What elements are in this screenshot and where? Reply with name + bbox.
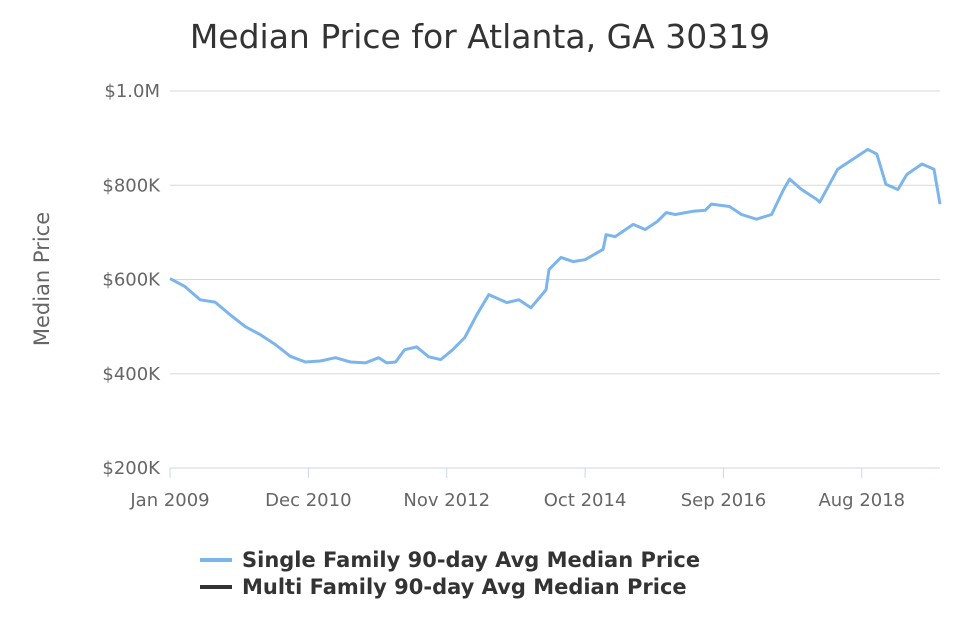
y-tick-label: $600K [102, 270, 161, 291]
y-tick-label: $400K [102, 364, 161, 385]
y-tick-label: $1.0M [104, 81, 160, 102]
x-tick-label: Jan 2009 [129, 490, 209, 511]
y-tick-label: $800K [102, 175, 161, 196]
chart-title: Median Price for Atlanta, GA 30319 [190, 17, 770, 56]
x-tick-label: Dec 2010 [265, 490, 351, 511]
x-tick-label: Oct 2014 [544, 490, 627, 511]
y-axis-label: Median Price [30, 212, 54, 346]
legend-label-1: Multi Family 90-day Avg Median Price [242, 575, 687, 599]
x-tick-label: Sep 2016 [681, 490, 766, 511]
series-line-0 [169, 147, 942, 365]
x-tick-label: Nov 2012 [403, 490, 490, 511]
legend-label-0: Single Family 90-day Avg Median Price [242, 548, 700, 572]
y-tick-label: $200K [102, 458, 161, 479]
x-tick-label: Aug 2018 [818, 490, 905, 511]
